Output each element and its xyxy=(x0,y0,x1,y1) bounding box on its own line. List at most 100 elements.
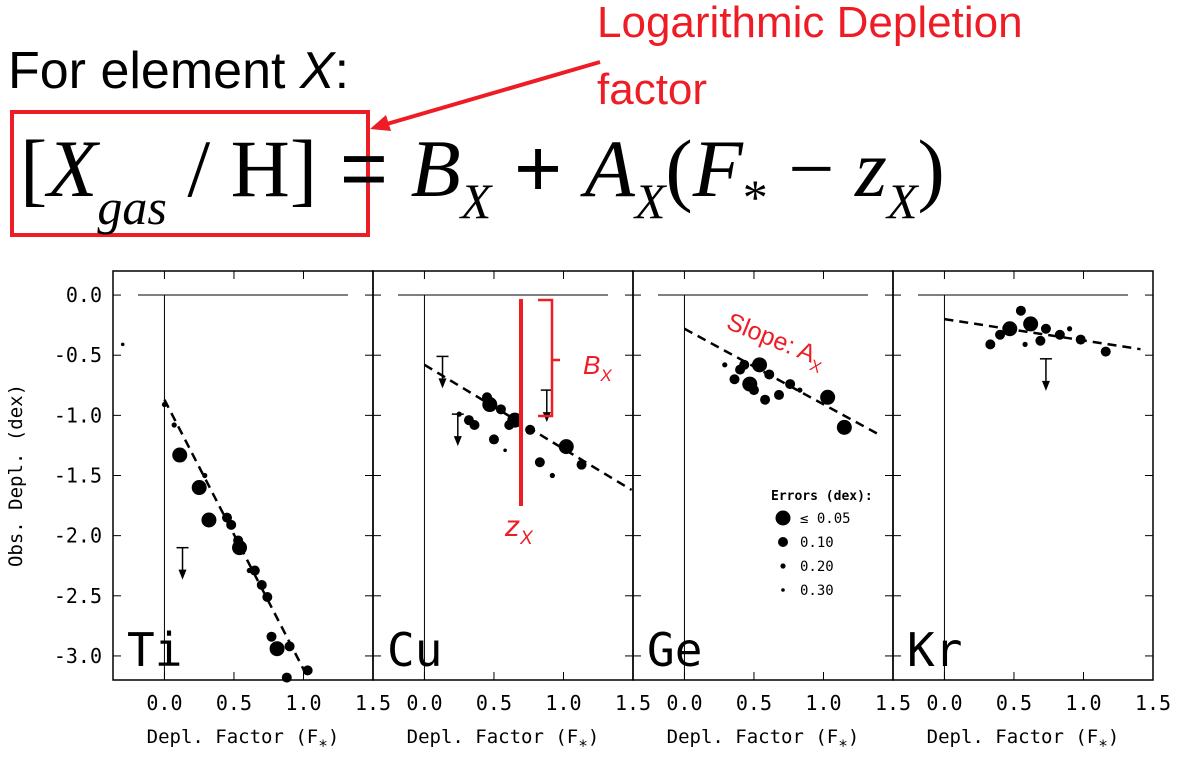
x-tick-label: 1.5 xyxy=(1135,691,1171,715)
data-point xyxy=(222,512,233,523)
panel-label: Ge xyxy=(647,623,702,677)
data-point xyxy=(269,641,285,657)
eq-part: B xyxy=(411,123,461,214)
eq-part: / H] xyxy=(167,123,317,214)
eq-part: F xyxy=(692,123,744,214)
x-tick-label: 1.5 xyxy=(355,691,391,715)
x-tick-label: 1.0 xyxy=(545,691,581,715)
data-point xyxy=(246,567,252,574)
x-axis-label: Depl. Factor (F*) xyxy=(407,726,600,755)
eq-sub: X xyxy=(633,173,668,229)
upper-limit xyxy=(176,546,189,580)
x-tick-label: 0.5 xyxy=(996,691,1032,715)
heading-var: X xyxy=(299,42,337,100)
legend-marker xyxy=(781,588,785,592)
heading-colon: : xyxy=(335,42,349,100)
y-tick-label: 0.0 xyxy=(66,283,102,307)
upper-limit xyxy=(436,355,449,389)
data-point xyxy=(748,385,759,396)
data-point xyxy=(836,419,852,435)
panel-label: Cu xyxy=(387,623,442,677)
anno-text: z xyxy=(504,510,520,543)
data-point xyxy=(284,641,295,652)
offset-bracket xyxy=(538,298,560,418)
x-label-text: ) xyxy=(588,726,599,748)
x-label-text: Depl. Factor (F xyxy=(667,726,839,748)
limit-head xyxy=(1041,380,1050,391)
data-point xyxy=(249,565,260,576)
limit-head xyxy=(453,436,462,447)
x-tick-label: 1.5 xyxy=(875,691,911,715)
y-tick-label: -1.5 xyxy=(54,464,102,488)
data-point xyxy=(503,448,507,453)
data-point xyxy=(525,424,536,435)
x-tick-label: 0.0 xyxy=(146,691,182,715)
data-point xyxy=(281,672,292,683)
heading: For element X: xyxy=(8,42,349,100)
eq-sub: * xyxy=(743,169,768,225)
fit-line xyxy=(944,317,1141,351)
eq-sub: X xyxy=(885,173,920,229)
y-tick-label: -1.0 xyxy=(54,403,102,427)
data-point xyxy=(820,389,836,405)
data-point xyxy=(797,387,803,393)
x-tick-label: 0.5 xyxy=(216,691,252,715)
data-point xyxy=(266,631,277,642)
legend-marker xyxy=(778,537,788,547)
eq-part: ) xyxy=(918,123,945,214)
callout-line: factor xyxy=(597,65,707,114)
x-tick-label: 0.0 xyxy=(666,691,702,715)
anno-sub: X xyxy=(599,366,612,385)
y-axis-label: Obs. Depl. (dex) xyxy=(5,384,27,567)
heading-text: For element xyxy=(8,42,300,100)
eq-part: X xyxy=(44,123,100,214)
data-point xyxy=(171,422,177,428)
legend-marker xyxy=(780,563,786,569)
data-point xyxy=(202,472,208,479)
data-point xyxy=(1023,316,1039,332)
x-label-sub: * xyxy=(578,736,588,755)
y-tick-label: -0.5 xyxy=(54,343,102,367)
x-label-sub: * xyxy=(1098,736,1108,755)
fit-line xyxy=(683,327,880,436)
anno-sub: X xyxy=(519,528,534,549)
legend-label: ≤ 0.05 xyxy=(800,511,851,527)
data-point xyxy=(576,459,587,470)
legend-label: 0.10 xyxy=(800,535,834,551)
legend-label: 0.30 xyxy=(800,583,834,599)
data-point xyxy=(1002,321,1018,337)
data-point xyxy=(256,579,267,590)
data-point xyxy=(161,401,168,408)
equation: [Xgas / H] = BX + AX(F* − zX) xyxy=(20,123,945,235)
data-point xyxy=(1035,335,1046,346)
panel-label: Ti xyxy=(127,623,182,677)
y-tick-label: -2.5 xyxy=(54,584,102,608)
data-point xyxy=(226,519,237,530)
data-point xyxy=(469,419,480,430)
eq-part: z xyxy=(854,123,887,214)
x-label-text: Depl. Factor (F xyxy=(147,726,319,748)
data-point xyxy=(1054,329,1065,340)
panel-frame xyxy=(372,270,634,681)
x-label-text: Depl. Factor (F xyxy=(927,726,1099,748)
eq-sub: X xyxy=(459,173,494,229)
data-point xyxy=(1066,326,1073,332)
eq-part: ( xyxy=(665,123,692,214)
eq-part: A xyxy=(580,123,636,214)
data-point xyxy=(764,369,775,380)
x-label-sub: * xyxy=(838,736,848,755)
x-axis-label: Depl. Factor (F*) xyxy=(147,726,340,755)
data-point xyxy=(534,457,545,468)
data-point xyxy=(172,447,188,463)
anno-text: Slope: A xyxy=(723,308,820,369)
data-point xyxy=(201,512,217,528)
limit-head xyxy=(438,378,447,389)
data-point xyxy=(773,389,784,400)
data-point xyxy=(752,357,768,373)
x-label-text: ) xyxy=(328,726,339,748)
data-point xyxy=(262,591,273,602)
data-point xyxy=(488,434,499,445)
x-axis-label: Depl. Factor (F*) xyxy=(927,726,1120,755)
y-tick-label: -3.0 xyxy=(54,644,102,668)
